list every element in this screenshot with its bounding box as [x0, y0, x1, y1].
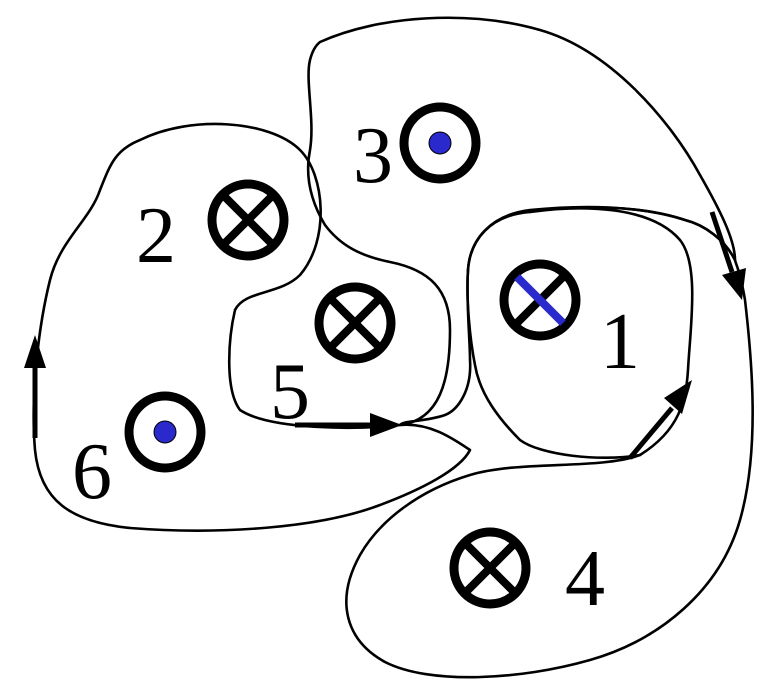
- arrow-up-left: [24, 335, 46, 438]
- wire-3-symbol: [399, 102, 481, 184]
- label-1: 1: [600, 298, 640, 386]
- wire-2-symbol: [207, 179, 289, 261]
- wire-5-symbol: [314, 282, 396, 364]
- loop-left: [32, 122, 472, 532]
- wire-6-symbol: [124, 391, 206, 473]
- arrow-up-right: [628, 380, 692, 460]
- arrow-down-right: [709, 211, 746, 300]
- label-3: 3: [353, 112, 393, 200]
- wire-1-symbol: [499, 259, 581, 341]
- loop-right-inner: [466, 210, 642, 460]
- loop-middle: [306, 16, 737, 427]
- wire-4-symbol: [449, 527, 531, 609]
- label-6: 6: [72, 428, 112, 516]
- arrow-right-middle: [295, 413, 402, 437]
- label-2: 2: [136, 192, 176, 280]
- label-4: 4: [565, 535, 605, 623]
- label-5: 5: [270, 348, 310, 436]
- loop-right-outline: [345, 206, 754, 679]
